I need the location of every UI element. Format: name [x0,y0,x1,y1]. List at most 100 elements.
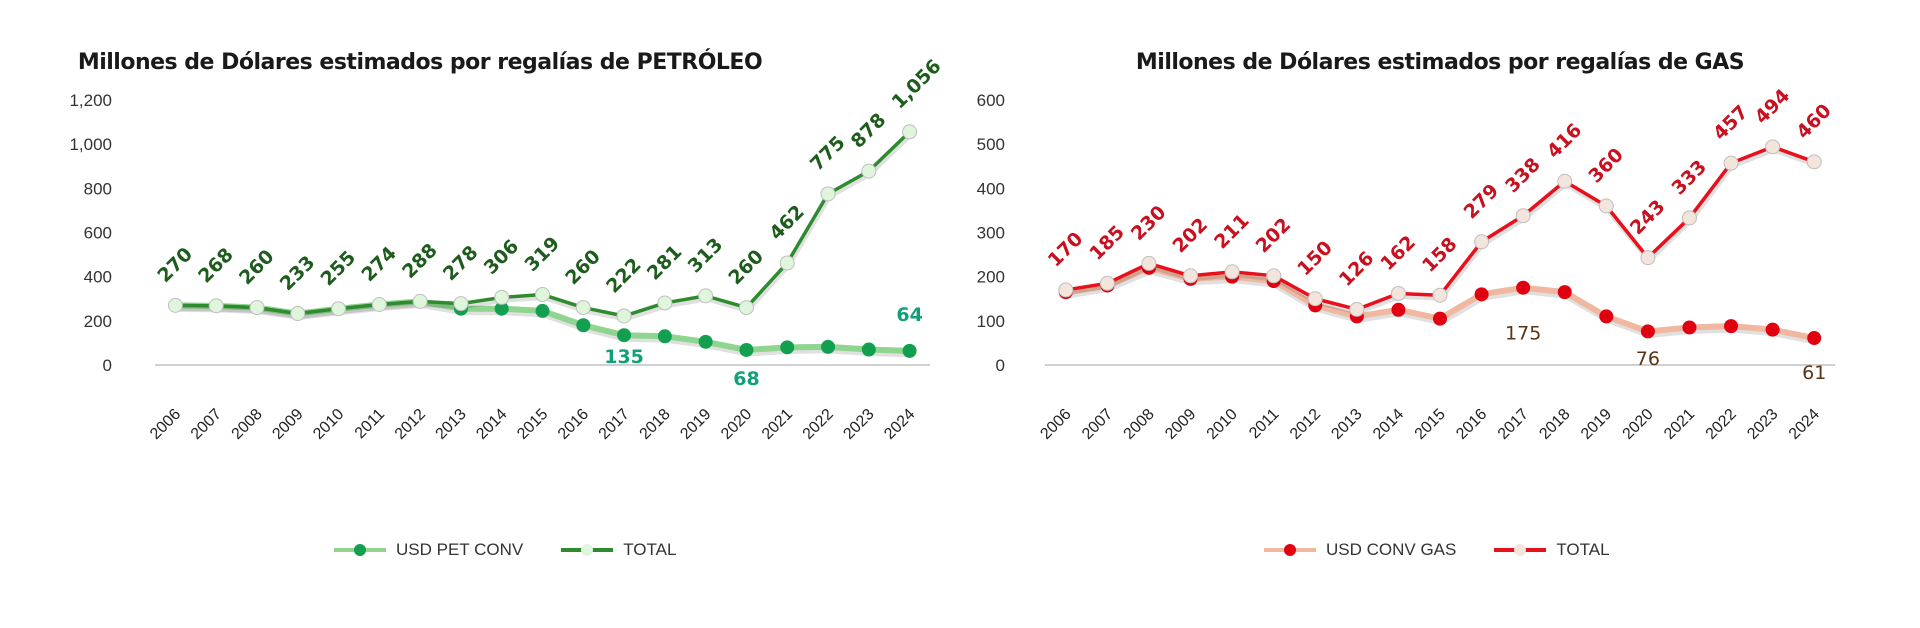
y-tick-label: 200 [977,268,1005,287]
x-tick-label: 2008 [1121,406,1158,443]
x-tick-label: 2015 [514,406,551,443]
x-tick-label: 2007 [188,406,225,443]
data-label: 878 [847,109,891,153]
data-point [902,124,918,140]
data-label: 76 [1636,348,1660,370]
legend-item-total[interactable]: TOTAL [557,540,676,560]
series-shadow [1066,267,1816,345]
y-tick-label: 0 [103,356,112,375]
data-label: 255 [317,247,361,291]
x-tick-label: 2023 [1744,406,1781,443]
data-point [1516,280,1531,295]
data-label: 457 [1709,101,1753,145]
data-label: 775 [806,132,850,176]
data-point [1266,268,1282,284]
data-point [535,303,550,318]
data-label: 288 [398,239,442,283]
y-tick-label: 600 [84,224,112,243]
data-label: 1,056 [888,55,946,113]
data-point [1474,234,1490,250]
data-label: 175 [1505,323,1541,345]
data-point [1433,311,1447,326]
x-tick-label: 2015 [1412,406,1449,443]
data-point [1806,154,1822,170]
legend-marker-icon [334,544,386,556]
legend-item-usd-pet-conv[interactable]: USD PET CONV [330,540,523,560]
data-point [494,301,509,316]
data-point [657,329,672,344]
data-point [616,308,632,324]
data-label: 306 [480,235,524,279]
data-point [820,186,836,202]
x-tick-label: 2021 [1661,406,1698,443]
x-tick-label: 2011 [352,406,388,442]
data-label: 460 [1792,100,1836,144]
data-point [1723,155,1739,171]
x-tick-label: 2019 [1578,406,1615,443]
data-point [371,296,387,312]
data-label: 135 [604,346,644,368]
data-label: 185 [1085,221,1129,265]
data-label: 260 [724,246,768,290]
data-point [1557,173,1573,189]
x-tick-label: 2013 [1328,406,1365,443]
legend: USD PET CONV TOTAL [330,540,676,560]
legend-label: TOTAL [1556,540,1610,559]
data-label: 158 [1418,233,1462,277]
y-tick-label: 800 [84,179,112,198]
x-tick-label: 2020 [718,406,755,443]
legend-item-usd-conv-gas[interactable]: USD CONV GAS [1260,540,1456,560]
data-point [821,339,836,354]
data-label: 416 [1543,119,1587,163]
data-label: 233 [276,251,320,295]
data-label: 222 [602,254,646,298]
data-label: 274 [357,242,401,286]
data-point [167,297,183,313]
y-tick-label: 1,000 [69,135,112,154]
x-tick-label: 2010 [1204,406,1241,443]
data-point [780,340,795,355]
data-point [1557,285,1572,300]
data-point [1307,291,1323,307]
y-tick-label: 500 [977,135,1005,154]
x-tick-label: 2014 [1370,406,1407,443]
data-point [698,288,714,304]
data-point [208,298,224,314]
data-label: 260 [235,246,279,290]
legend-marker-icon [1264,544,1316,556]
data-point [1640,324,1655,339]
x-tick-label: 2021 [759,406,796,443]
data-label: 494 [1751,85,1795,129]
data-point [902,343,917,358]
data-point [1224,264,1240,280]
x-tick-label: 2017 [1495,406,1532,443]
data-label: 360 [1584,144,1628,188]
data-label: 319 [520,232,564,276]
data-label: 202 [1252,214,1296,258]
legend: USD CONV GAS TOTAL [1260,540,1610,560]
data-label: 211 [1210,210,1254,254]
x-tick-label: 2006 [147,406,184,443]
data-point [1765,322,1780,337]
legend-item-total[interactable]: TOTAL [1490,540,1610,560]
y-tick-label: 400 [84,268,112,287]
y-tick-label: 1,200 [69,91,112,110]
x-tick-label: 2019 [677,406,714,443]
data-label: 243 [1626,196,1670,240]
data-label: 150 [1293,237,1337,281]
y-tick-label: 0 [996,356,1005,375]
data-point [861,342,876,357]
chart-title: Millones de Dólares estimados por regalí… [77,50,763,75]
data-label: 333 [1667,156,1711,200]
legend-label: USD CONV GAS [1326,540,1457,559]
legend-marker-icon [561,544,614,556]
data-label: 313 [684,234,728,278]
data-point [535,287,550,303]
petroleo-chart: Millones de Dólares estimados por regalí… [69,50,946,560]
x-tick-label: 2012 [392,406,429,443]
data-point [575,300,591,316]
x-tick-label: 2024 [881,406,918,443]
data-label: 268 [194,244,238,288]
x-tick-label: 2017 [596,406,633,443]
data-point [1724,319,1739,334]
